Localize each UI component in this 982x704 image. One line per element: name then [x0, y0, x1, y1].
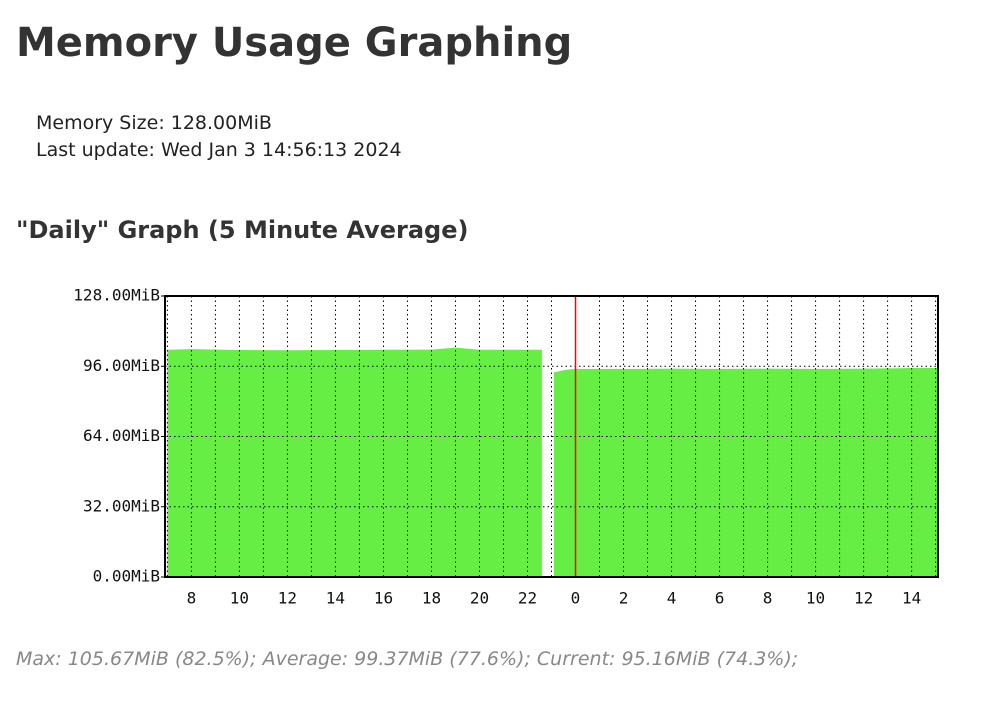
x-tick-label: 8 — [763, 589, 773, 608]
section-title: "Daily" Graph (5 Minute Average) — [16, 216, 469, 244]
x-tick-label: 10 — [230, 589, 249, 608]
plot-border — [164, 295, 939, 578]
x-tick-label: 0 — [571, 589, 581, 608]
y-tick-label: 96.00MiB — [83, 356, 160, 375]
y-tick-label: 32.00MiB — [83, 496, 160, 515]
x-tick-label: 8 — [187, 589, 197, 608]
x-tick-label: 14 — [326, 589, 345, 608]
page-title: Memory Usage Graphing — [16, 20, 573, 66]
y-tick-label: 64.00MiB — [83, 426, 160, 445]
x-tick-label: 22 — [518, 589, 537, 608]
chart: 8 10 12 14 16 18 20 22 0 2 4 6 8 10 12 14 0.00MiB 32.00Mi… — [73, 286, 939, 608]
y-tick-label: 128.00MiB — [73, 286, 160, 305]
x-tick-label: 6 — [715, 589, 725, 608]
x-tick-label: 4 — [667, 589, 677, 608]
memory-size: Memory Size: 128.00MiB — [36, 112, 272, 134]
y-tick-label: 0.00MiB — [93, 567, 160, 586]
summary: Max: 105.67MiB (82.5%); Average: 99.37Mi… — [16, 648, 799, 670]
x-tick-label: 20 — [470, 589, 489, 608]
info: Memory Size: 128.00MiB Last update: Wed … — [36, 110, 402, 164]
x-tick-label: 16 — [374, 589, 393, 608]
x-tick-label: 18 — [422, 589, 441, 608]
x-tick-label: 2 — [619, 589, 629, 608]
last-update: Last update: Wed Jan 3 14:56:13 2024 — [36, 139, 402, 161]
area — [167, 347, 938, 577]
x-tick-label: 12 — [854, 589, 873, 608]
x-tick-label: 10 — [806, 589, 825, 608]
x-tick-label: 14 — [902, 589, 921, 608]
x-tick-label: 12 — [278, 589, 297, 608]
